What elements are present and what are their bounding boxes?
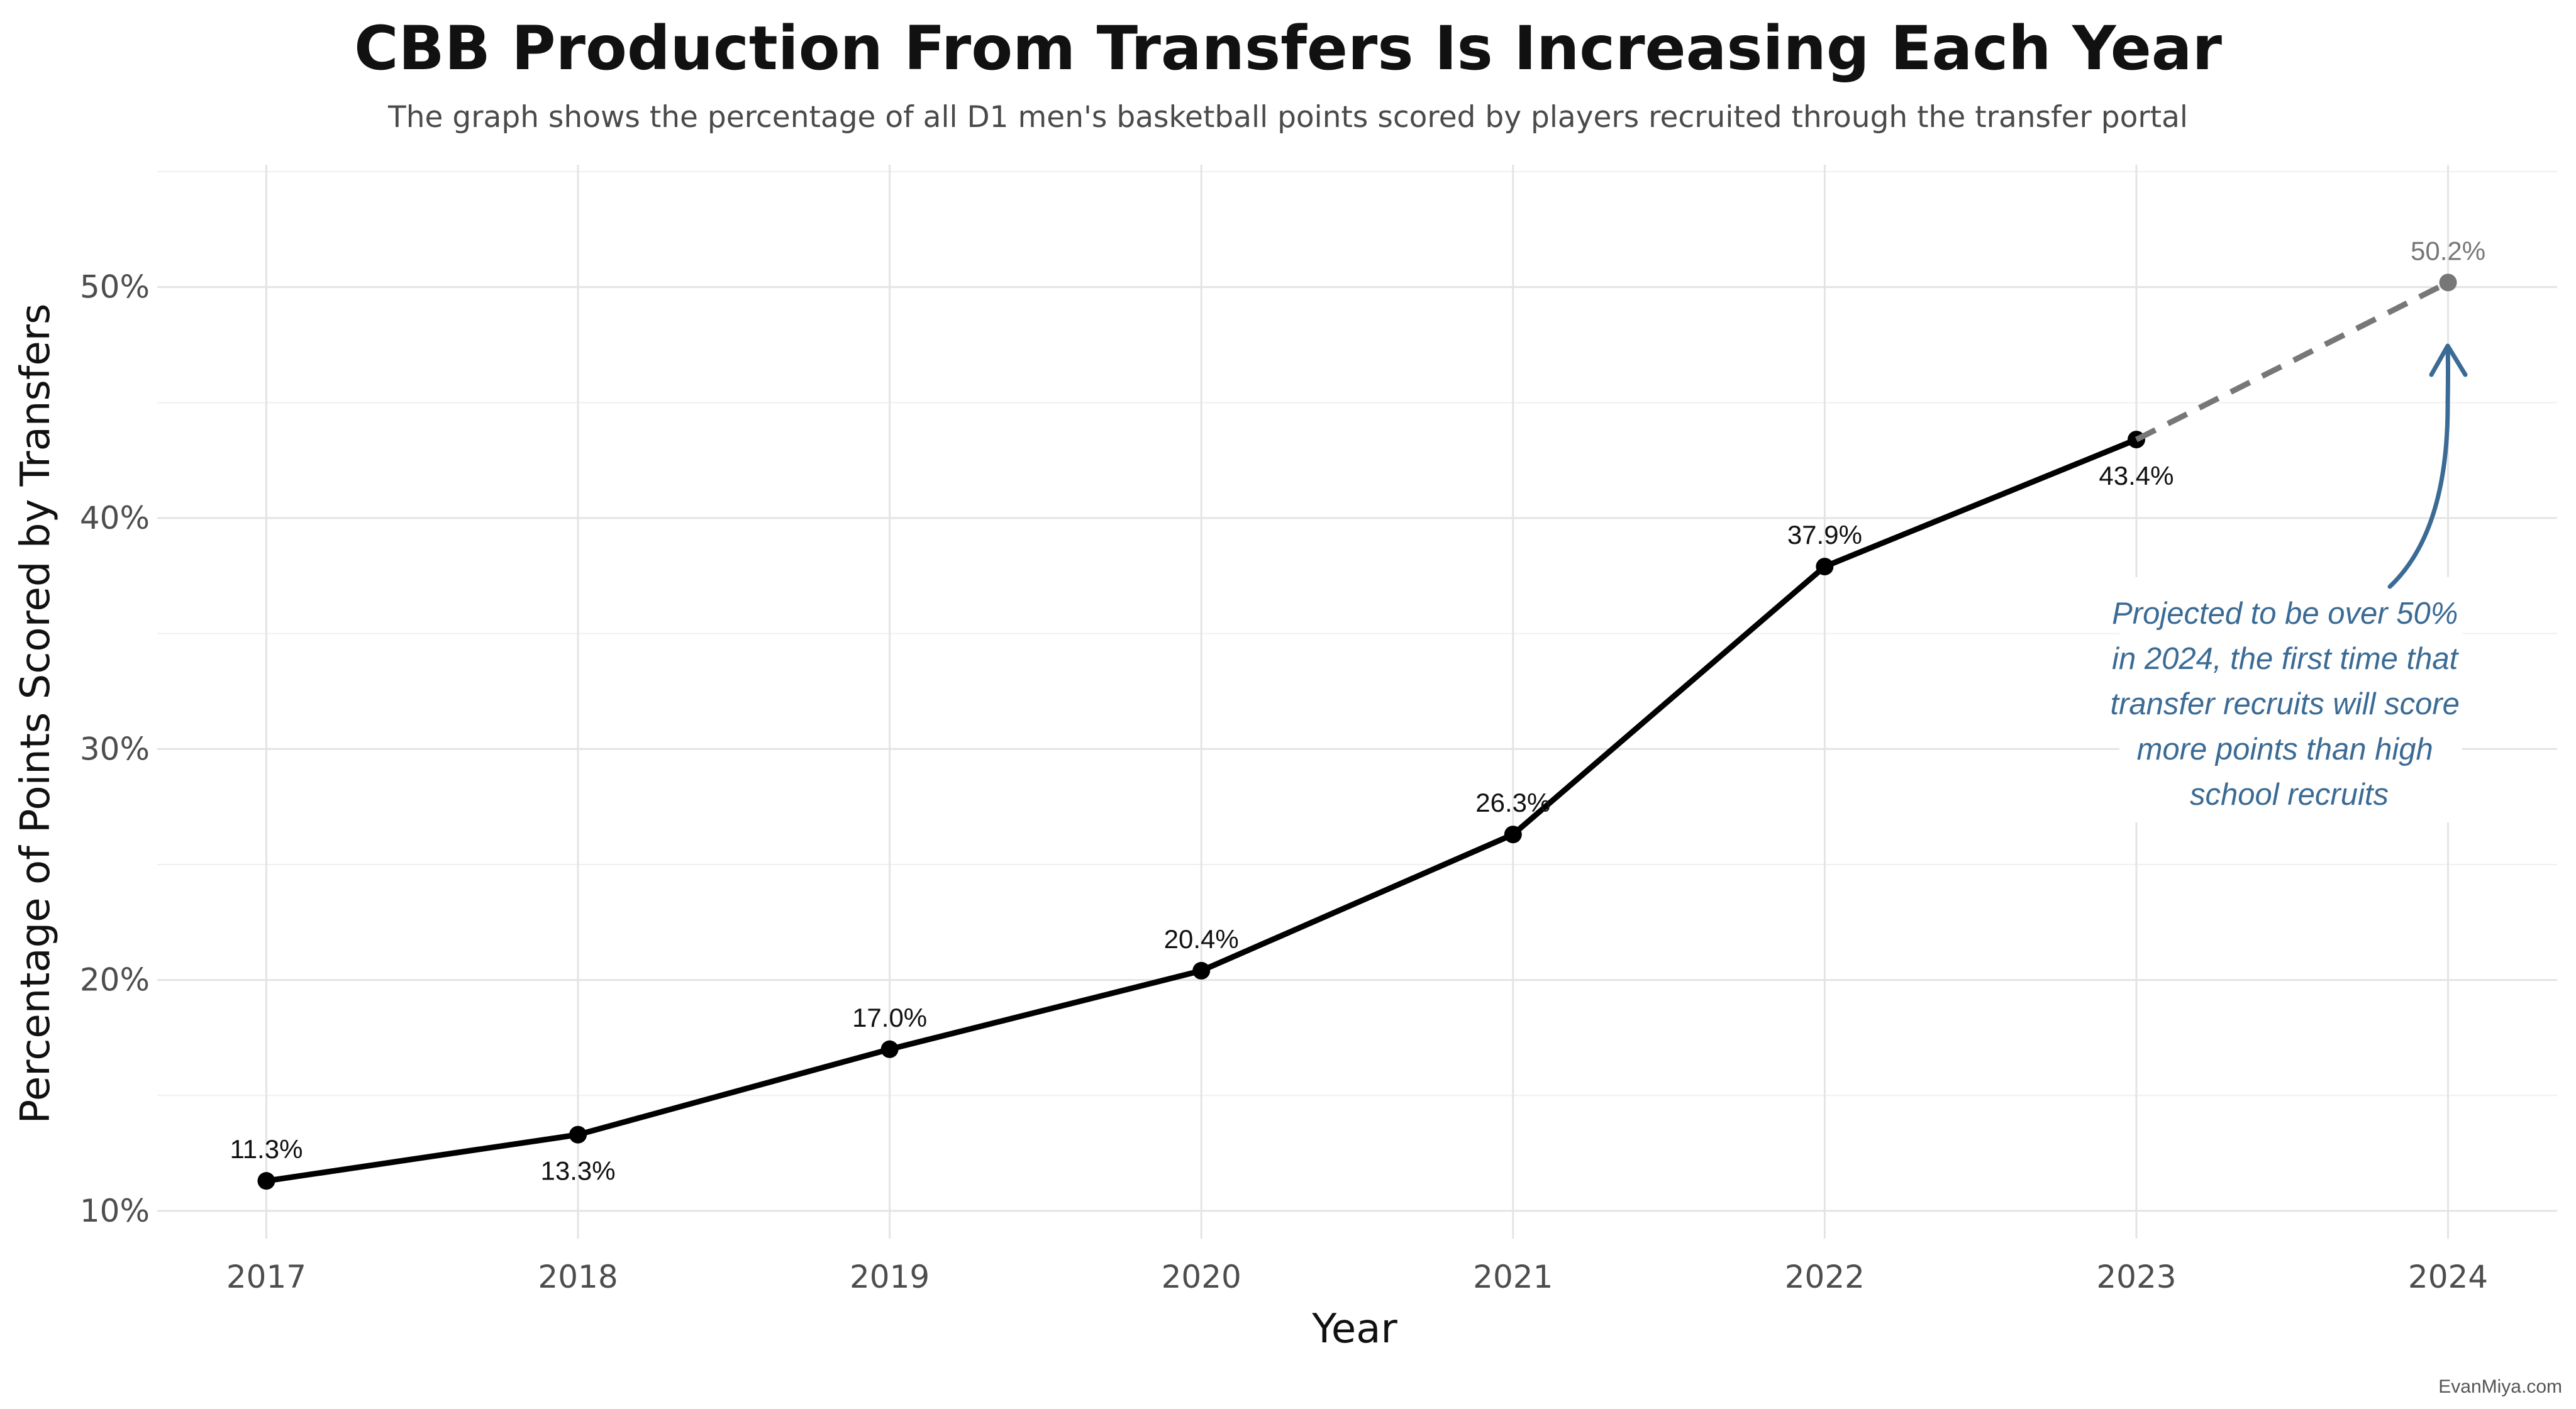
y-axis-title: Percentage of Points Scored by Transfers — [13, 304, 59, 1124]
annotation-line-5: school recruits — [2190, 778, 2389, 812]
annotation-arrowhead — [2429, 343, 2468, 377]
x-tick-label: 2022 — [1785, 1259, 1865, 1295]
data-point — [1504, 826, 1522, 844]
annotation-arrow — [2387, 345, 2450, 589]
data-point — [257, 1172, 275, 1190]
data-label: 13.3% — [540, 1156, 615, 1186]
data-label: 20.4% — [1164, 924, 1239, 954]
projection-point — [2439, 274, 2457, 292]
x-axis-ticks: 2017 2018 2019 2020 2021 2022 2023 2024 — [226, 1259, 2488, 1295]
x-tick-label: 2019 — [850, 1259, 930, 1295]
data-labels: 11.3% 13.3% 17.0% 20.4% 26.3% 37.9% 43.4% 50.2% — [230, 236, 2485, 1185]
series-transfer-share — [257, 431, 2145, 1190]
x-tick-label: 2017 — [226, 1259, 306, 1295]
x-tick-label: 2018 — [538, 1259, 618, 1295]
data-label: 26.3% — [1475, 788, 1550, 817]
annotation: Projected to be over 50% in 2024, the fi… — [2110, 343, 2468, 822]
y-tick-label: 40% — [80, 500, 150, 536]
projection-label: 50.2% — [2411, 236, 2485, 265]
data-label: 37.9% — [1787, 520, 1862, 550]
annotation-text: Projected to be over 50% in 2024, the fi… — [2110, 597, 2468, 812]
y-tick-label: 30% — [80, 731, 150, 767]
data-point — [1816, 558, 1834, 576]
data-label: 43.4% — [2099, 461, 2174, 490]
annotation-line-3: transfer recruits will score — [2110, 687, 2459, 721]
y-tick-label: 50% — [80, 269, 150, 306]
y-tick-label: 20% — [80, 962, 150, 998]
credit-text: EvanMiya.com — [2438, 1376, 2562, 1397]
y-tick-label: 10% — [80, 1193, 150, 1229]
annotation-line-1: Projected to be over 50% — [2112, 597, 2458, 631]
data-label: 11.3% — [230, 1134, 303, 1164]
projection-line — [2135, 280, 2450, 443]
data-point — [880, 1040, 899, 1058]
data-point — [1192, 961, 1211, 980]
annotation-line-2: in 2024, the first time that — [2112, 642, 2460, 676]
x-tick-label: 2023 — [2096, 1259, 2176, 1295]
y-axis-ticks: 10% 20% 30% 40% 50% — [80, 269, 150, 1229]
x-axis-title: Year — [1311, 1306, 1397, 1352]
annotation-background — [2119, 577, 2462, 822]
series-projection — [2135, 274, 2457, 443]
data-label: 17.0% — [852, 1003, 927, 1032]
chart-title: CBB Production From Transfers Is Increas… — [354, 13, 2223, 84]
chart-subtitle: The graph shows the percentage of all D1… — [387, 100, 2188, 135]
x-tick-label: 2020 — [1162, 1259, 1241, 1295]
x-tick-label: 2021 — [1473, 1259, 1553, 1295]
annotation-line-4: more points than high — [2137, 732, 2433, 766]
data-point — [569, 1125, 587, 1144]
x-tick-label: 2024 — [2408, 1259, 2488, 1295]
